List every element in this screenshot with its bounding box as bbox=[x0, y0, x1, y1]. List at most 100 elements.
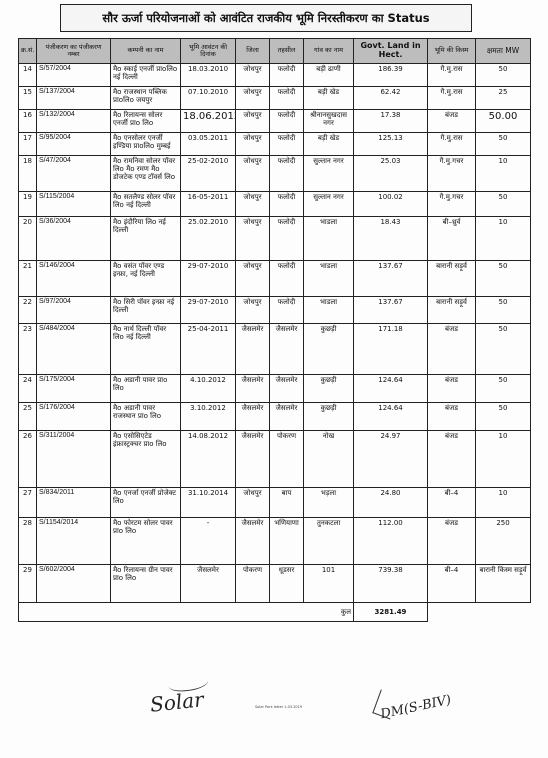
row-sno: 21 bbox=[18, 260, 37, 297]
row-land-category: बी–4 bbox=[427, 487, 476, 518]
row-capacity: 50 bbox=[475, 260, 531, 297]
row-sno: 14 bbox=[18, 63, 37, 87]
row-sno: 19 bbox=[18, 191, 37, 217]
row-village: श्रीनानसुखदास नगर bbox=[303, 109, 354, 133]
row-registration: S/602/2004 bbox=[36, 564, 111, 603]
row-capacity: 50 bbox=[475, 402, 531, 431]
row-land-category: गै.मु.रास bbox=[427, 132, 476, 156]
row-allotment-date: 18.03.2010 bbox=[180, 63, 236, 87]
row-district: जैसलमेर bbox=[235, 374, 270, 403]
row-govt-land: 17.38 bbox=[353, 109, 428, 133]
row-govt-land: 24.80 bbox=[353, 487, 428, 518]
row-land-category: गै.मु.रास bbox=[427, 86, 476, 110]
row-land-category: बारानी सड़ूर्व bbox=[427, 296, 476, 324]
row-district: जोधपुर bbox=[235, 487, 270, 518]
row-govt-land: 125.13 bbox=[353, 132, 428, 156]
row-sno: 25 bbox=[18, 402, 37, 431]
row-govt-land: 18.43 bbox=[353, 216, 428, 261]
row-capacity: 50 bbox=[475, 323, 531, 375]
table-header-row: क्र.सं. पंजीकरण का पंजीकरण नम्बर कम्पनी … bbox=[18, 38, 531, 64]
row-village: बड़ी ढाणी bbox=[303, 63, 354, 87]
table-row: 28 S/1154/2014 मैo फोरटम सोलर पावर प्राo ल… bbox=[18, 517, 531, 565]
row-allotment-date: 18.06.2012 bbox=[180, 109, 236, 133]
row-allotment-date: 4.10.2012 bbox=[180, 374, 236, 403]
row-capacity: 10 bbox=[475, 430, 531, 488]
row-district: जोधपुर bbox=[235, 191, 270, 217]
row-sno: 16 bbox=[18, 109, 37, 133]
row-land-category: गै.मु.गचर bbox=[427, 191, 476, 217]
row-tehsil: जैसलमेर bbox=[269, 402, 304, 431]
row-tehsil: धूडसर bbox=[269, 564, 304, 603]
signature-left: Solar bbox=[148, 687, 205, 717]
row-capacity: 10 bbox=[475, 487, 531, 518]
total-label: कुल bbox=[18, 602, 354, 622]
row-district: जैसलमेर bbox=[235, 517, 270, 565]
table-row: 15 S/137/2004 मैo राजस्थान पब्लिक प्राoलिo… bbox=[18, 86, 531, 110]
row-district: जैसलमेर bbox=[235, 402, 270, 431]
row-govt-land: 137.67 bbox=[353, 296, 428, 324]
row-village: तुनकटला bbox=[303, 517, 354, 565]
row-land-category: गै.मु.गचर bbox=[427, 155, 476, 192]
header-sno: क्र.सं. bbox=[18, 38, 37, 64]
header-district: जिला bbox=[235, 38, 270, 64]
row-district: जैसलमेर bbox=[235, 323, 270, 375]
row-allotment-date: 3.10.2012 bbox=[180, 402, 236, 431]
row-sno: 17 bbox=[18, 132, 37, 156]
table-row: 19 S/115/2004 मैo सतलैण्ड सोलर पॉवर लिo नई… bbox=[18, 191, 531, 217]
total-blank bbox=[428, 603, 531, 622]
row-company: मैo सिरी पॉवर इन्फ्रा नई दिल्ली bbox=[110, 296, 181, 324]
row-village: कुछड़ी bbox=[303, 323, 354, 375]
row-allotment-date: 25-04-2011 bbox=[180, 323, 236, 375]
row-capacity: 250 bbox=[475, 517, 531, 565]
row-registration: S/132/2004 bbox=[36, 109, 111, 133]
footer-note: Solar Park letter 1.03.2019 bbox=[255, 705, 303, 709]
header-capacity: क्षमता MW bbox=[475, 38, 531, 64]
header-company: कम्पनी का नाम bbox=[110, 38, 181, 64]
row-capacity: 50 bbox=[475, 63, 531, 87]
total-value: 3281.49 bbox=[353, 602, 428, 622]
row-village: कुछड़ी bbox=[303, 402, 354, 431]
row-tehsil: फलोदी bbox=[269, 63, 304, 87]
row-sno: 27 bbox=[18, 487, 37, 518]
table-row: 29 S/602/2004 मैo रिलायन्स ग्रीन पावर प्रा… bbox=[18, 564, 531, 603]
row-tehsil: फलोदी bbox=[269, 155, 304, 192]
row-land-category: बंजड bbox=[427, 374, 476, 403]
row-company: मैo नार्थ दिल्ली पॉवर लिo नई दिल्ली bbox=[110, 323, 181, 375]
table-row: 16 S/132/2004 मैo रिलायन्स सोलर एनर्जी प्र… bbox=[18, 109, 531, 133]
row-registration: S/115/2004 bbox=[36, 191, 111, 217]
table-row: 21 S/146/2004 मैo वसंत पॉवर एण्ड इन्फ्रा, … bbox=[18, 260, 531, 297]
row-capacity: 50 bbox=[475, 191, 531, 217]
row-sno: 20 bbox=[18, 216, 37, 261]
row-capacity: बारानी किस्म सड़ूर्व bbox=[475, 564, 531, 603]
row-district: पोकरण bbox=[235, 564, 270, 603]
table-row: 14 S/57/2004 मैo स्काई एनर्जी प्राoलिo नई … bbox=[18, 63, 531, 87]
row-allotment-date: 25.02.2010 bbox=[180, 216, 236, 261]
row-capacity: 10 bbox=[475, 216, 531, 261]
row-registration: S/834/2011 bbox=[36, 487, 111, 518]
row-village: सुल्तान नगर bbox=[303, 191, 354, 217]
row-allotment-date: 31.10.2014 bbox=[180, 487, 236, 518]
row-company: मैo फोरटम सोलर पावर प्राo लिo bbox=[110, 517, 181, 565]
row-village: नोख bbox=[303, 430, 354, 488]
row-company: मैo रिलायन्स सोलर एनर्जी प्राo लिo bbox=[110, 109, 181, 133]
row-tehsil: भणियाणा bbox=[269, 517, 304, 565]
row-sno: 23 bbox=[18, 323, 37, 375]
table-row: 17 S/95/2004 मैo एनसोलर एनर्जी इण्डिया प्र… bbox=[18, 132, 531, 156]
row-tehsil: बाप bbox=[269, 487, 304, 518]
row-allotment-date: 29-07-2010 bbox=[180, 296, 236, 324]
row-village: बड़ी खेड bbox=[303, 132, 354, 156]
row-company: मैo राजस्थान पब्लिक प्राoलिo जयपुर bbox=[110, 86, 181, 110]
header-land-category: भूमि की किस्म bbox=[427, 38, 476, 64]
row-capacity: 50 bbox=[475, 374, 531, 403]
row-district: जोधपुर bbox=[235, 216, 270, 261]
header-registration: पंजीकरण का पंजीकरण नम्बर bbox=[36, 38, 111, 64]
row-tehsil: फलोदी bbox=[269, 191, 304, 217]
row-capacity: 10 bbox=[475, 155, 531, 192]
row-sno: 28 bbox=[18, 517, 37, 565]
row-tehsil: फलोदी bbox=[269, 86, 304, 110]
row-district: जोधपुर bbox=[235, 132, 270, 156]
row-village: कुछड़ी bbox=[303, 374, 354, 403]
row-govt-land: 739.38 bbox=[353, 564, 428, 603]
row-village: भाडला bbox=[303, 260, 354, 297]
